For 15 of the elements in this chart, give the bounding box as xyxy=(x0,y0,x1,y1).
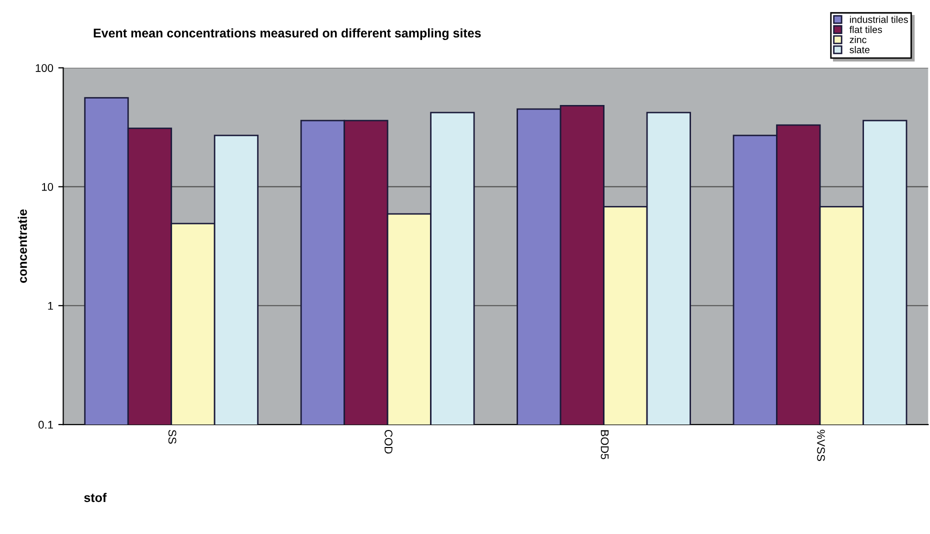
y-tick-label: 100 xyxy=(36,64,54,72)
legend-label: slate xyxy=(850,46,870,54)
x-tick-label: COD xyxy=(384,430,392,454)
legend-label: zinc xyxy=(850,36,866,44)
y-tick-label: 0.1 xyxy=(38,420,53,429)
x-tick-label: SS xyxy=(168,430,176,444)
x-tick-label: %VSS xyxy=(817,430,825,461)
y-axis-title: concentratie xyxy=(18,209,27,283)
legend-label: flat tiles xyxy=(850,26,882,34)
x-axis-title: stof xyxy=(84,492,107,502)
y-tick-label: 1 xyxy=(48,302,53,310)
chart-title: Event mean concentrations measured on different sampling sites xyxy=(94,28,481,40)
legend-label: industrial tiles xyxy=(850,16,908,23)
y-tick-label: 10 xyxy=(42,182,54,191)
x-tick-label: BOD5 xyxy=(600,430,609,460)
